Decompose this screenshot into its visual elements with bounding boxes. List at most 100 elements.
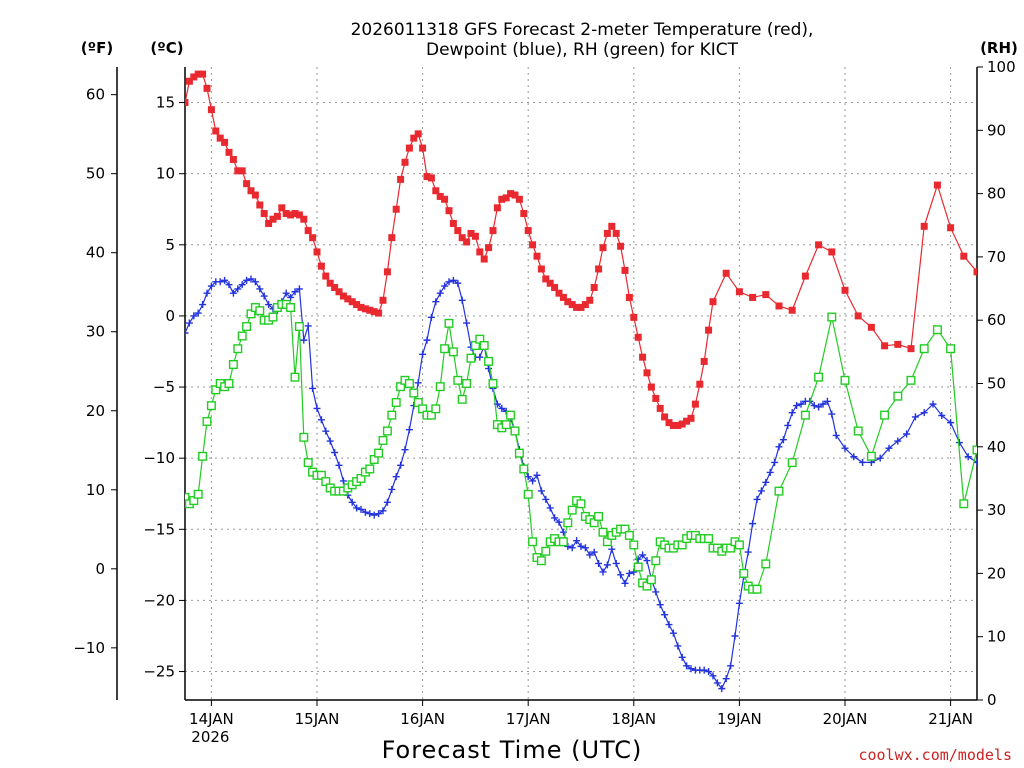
dewpoint-point	[687, 665, 695, 673]
rh-point	[365, 464, 375, 474]
temperature-point	[542, 275, 550, 283]
dewpoint-point	[295, 285, 303, 293]
dewpoint-point	[608, 545, 616, 553]
temperature-point	[317, 262, 325, 270]
rh-point	[198, 451, 208, 461]
dewpoint-point	[735, 599, 743, 607]
rh-tick-label: 90	[987, 121, 1006, 139]
rh-point	[523, 489, 533, 499]
temperature-point	[801, 272, 809, 280]
temperature-point	[669, 421, 677, 429]
temperature-point	[595, 265, 603, 273]
temperature-point	[269, 215, 277, 223]
rh-point	[510, 426, 520, 436]
dewpoint-point	[392, 473, 400, 481]
rh-point	[382, 426, 392, 436]
dewpoint-point	[573, 537, 581, 545]
dewpoint-point	[357, 505, 365, 513]
dewpoint-point	[700, 666, 708, 674]
dewpoint-point	[722, 675, 730, 683]
temperature-point	[309, 234, 317, 242]
dewpoint-point	[797, 400, 805, 408]
rh-point	[959, 499, 969, 509]
rh-point	[541, 546, 551, 556]
temperature-point	[612, 229, 620, 237]
dewpoint-point	[599, 568, 607, 576]
rh-point	[774, 486, 784, 496]
rh-point	[286, 303, 296, 313]
rh-series	[185, 299, 977, 594]
rh-point	[185, 492, 190, 502]
rh-point	[624, 530, 634, 540]
rh-point	[453, 375, 463, 385]
dewpoint-point	[617, 571, 625, 579]
temperature-point	[489, 227, 497, 235]
axes	[111, 66, 983, 706]
temperature-point	[234, 167, 242, 175]
dewpoint-point	[727, 662, 735, 670]
rh-point	[629, 540, 639, 550]
dewpoint-point	[815, 403, 823, 411]
dewpoint-point	[639, 551, 647, 559]
rh-tick-label: 30	[987, 501, 1006, 519]
dewpoint-point	[551, 514, 559, 522]
temperature-point	[608, 222, 616, 230]
dewpoint-point	[436, 289, 444, 297]
temperature-point	[348, 298, 356, 306]
rh-point	[404, 379, 414, 389]
series-layer	[185, 70, 977, 693]
temperature-point	[229, 155, 237, 163]
temperature-point	[551, 283, 559, 291]
fahrenheit-tick-label: 50	[86, 165, 105, 183]
dewpoint-point	[603, 561, 611, 569]
temperature-point	[454, 227, 462, 235]
rh-point	[268, 312, 278, 322]
rh-tick-label: 60	[987, 311, 1006, 329]
celsius-tick-label: 15	[156, 94, 175, 112]
x-tick-label: 20JAN	[823, 710, 868, 728]
x-tick-label: 19JAN	[717, 710, 762, 728]
dewpoint-point	[476, 353, 484, 361]
temperature-point	[617, 242, 625, 250]
dewpoint-point	[335, 461, 343, 469]
temperature-series	[185, 70, 977, 429]
temperature-point	[405, 144, 413, 152]
rh-point	[431, 404, 441, 414]
rh-point	[294, 322, 304, 332]
rh-point	[378, 435, 388, 445]
temperature-point	[238, 167, 246, 175]
rh-point	[457, 394, 467, 404]
dewpoint-point	[458, 296, 466, 304]
dewpoint-point	[793, 402, 801, 410]
dewpoint-point	[375, 510, 383, 518]
rh-point	[409, 388, 419, 398]
rh-tick-label: 0	[987, 691, 997, 709]
temperature-point	[933, 181, 941, 189]
rh-point	[444, 318, 454, 328]
temperature-point	[502, 194, 510, 202]
temperature-point	[370, 308, 378, 316]
temperature-point	[449, 219, 457, 227]
fahrenheit-tick-label: 10	[86, 481, 105, 499]
dewpoint-point	[291, 288, 299, 296]
rh-point	[506, 410, 516, 420]
temperature-point	[581, 301, 589, 309]
temperature-point	[493, 204, 501, 212]
temperature-point	[920, 222, 928, 230]
x-tick-label: 18JAN	[611, 710, 656, 728]
dewpoint-point	[661, 611, 669, 619]
temperature-point	[480, 255, 488, 263]
dewpoint-point	[634, 555, 642, 563]
temperature-point	[485, 244, 493, 252]
dewpoint-point	[251, 278, 259, 286]
fahrenheit-tick-label: −10	[73, 639, 105, 657]
temperature-point	[828, 248, 836, 256]
fahrenheit-tick-label: 0	[95, 560, 105, 578]
dewpoint-point	[542, 495, 550, 503]
dewpoint-point	[529, 477, 537, 485]
dewpoint-point	[779, 436, 787, 444]
dewpoint-point	[894, 437, 902, 445]
dewpoint-point	[920, 409, 928, 417]
temperature-point	[357, 303, 365, 311]
temperature-point	[854, 312, 862, 320]
